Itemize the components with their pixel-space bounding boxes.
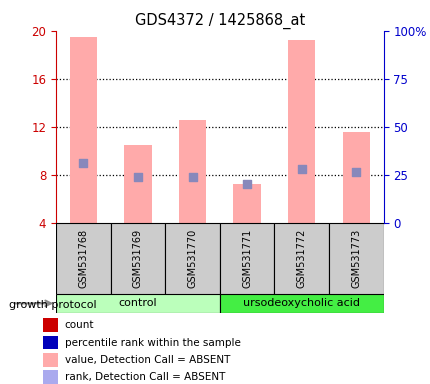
Text: GSM531773: GSM531773 bbox=[350, 228, 360, 288]
Bar bbox=[124, 145, 151, 223]
Bar bbox=[219, 223, 274, 294]
Text: GSM531772: GSM531772 bbox=[296, 228, 306, 288]
Point bbox=[298, 166, 304, 172]
Text: GSM531768: GSM531768 bbox=[78, 229, 88, 288]
Bar bbox=[43, 318, 58, 332]
Text: rank, Detection Call = ABSENT: rank, Detection Call = ABSENT bbox=[64, 372, 224, 382]
Title: GDS4372 / 1425868_at: GDS4372 / 1425868_at bbox=[134, 13, 304, 29]
Bar bbox=[56, 294, 219, 313]
Point bbox=[80, 160, 86, 166]
Bar bbox=[287, 40, 315, 223]
Point bbox=[352, 169, 359, 175]
Bar bbox=[178, 119, 206, 223]
Point bbox=[189, 174, 196, 180]
Text: percentile rank within the sample: percentile rank within the sample bbox=[64, 338, 240, 348]
Text: count: count bbox=[64, 320, 94, 330]
Bar bbox=[43, 353, 58, 367]
Text: GSM531771: GSM531771 bbox=[242, 228, 252, 288]
Text: GSM531770: GSM531770 bbox=[187, 228, 197, 288]
Bar bbox=[219, 294, 383, 313]
Text: control: control bbox=[118, 298, 157, 308]
Text: ursodeoxycholic acid: ursodeoxycholic acid bbox=[243, 298, 359, 308]
Bar bbox=[56, 223, 111, 294]
Text: value, Detection Call = ABSENT: value, Detection Call = ABSENT bbox=[64, 355, 230, 365]
Bar bbox=[70, 37, 97, 223]
Bar bbox=[43, 336, 58, 349]
Point bbox=[134, 174, 141, 180]
Point bbox=[243, 181, 250, 187]
Bar bbox=[111, 223, 165, 294]
Bar bbox=[342, 131, 369, 223]
Bar bbox=[274, 223, 328, 294]
Bar bbox=[328, 223, 383, 294]
Text: growth protocol: growth protocol bbox=[9, 300, 96, 310]
Bar bbox=[43, 370, 58, 384]
Bar bbox=[233, 184, 260, 223]
Text: GSM531769: GSM531769 bbox=[132, 229, 143, 288]
Bar bbox=[165, 223, 219, 294]
